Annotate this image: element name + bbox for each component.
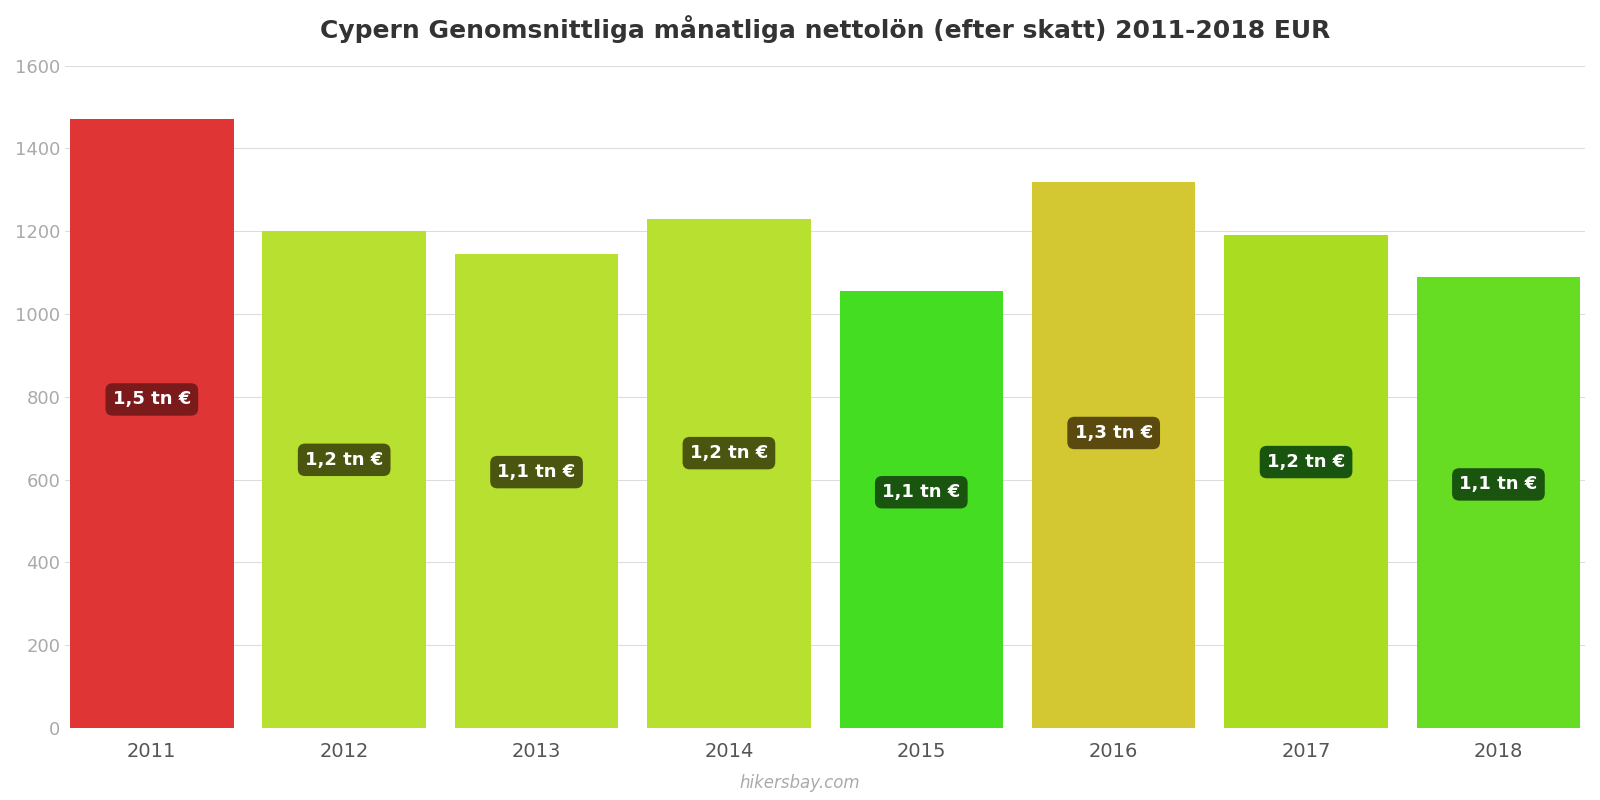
Text: 1,2 tn €: 1,2 tn € xyxy=(1267,453,1346,471)
Text: 1,2 tn €: 1,2 tn € xyxy=(306,451,384,469)
Bar xyxy=(70,119,234,728)
Text: hikersbay.com: hikersbay.com xyxy=(739,774,861,792)
Text: 1,2 tn €: 1,2 tn € xyxy=(690,444,768,462)
Title: Cypern Genomsnittliga månatliga nettolön (efter skatt) 2011-2018 EUR: Cypern Genomsnittliga månatliga nettolön… xyxy=(320,15,1330,43)
Bar xyxy=(1032,182,1195,728)
Text: 1,1 tn €: 1,1 tn € xyxy=(882,483,960,502)
Bar xyxy=(454,254,618,728)
Bar xyxy=(646,219,811,728)
Bar xyxy=(262,231,426,728)
Text: 1,3 tn €: 1,3 tn € xyxy=(1075,424,1154,442)
Bar xyxy=(1416,277,1581,728)
Text: 1,1 tn €: 1,1 tn € xyxy=(1459,475,1538,494)
Bar xyxy=(1224,235,1387,728)
Text: 1,5 tn €: 1,5 tn € xyxy=(112,390,190,409)
Text: 1,1 tn €: 1,1 tn € xyxy=(498,463,576,481)
Bar xyxy=(840,291,1003,728)
